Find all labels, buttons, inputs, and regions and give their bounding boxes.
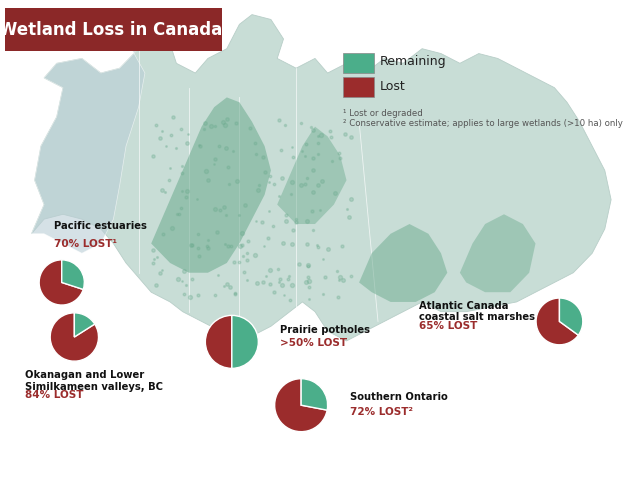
- Text: Atlantic Canada
coastal salt marshes: Atlantic Canada coastal salt marshes: [419, 301, 535, 322]
- Text: 84% LOST: 84% LOST: [25, 391, 84, 400]
- FancyBboxPatch shape: [5, 8, 222, 51]
- Wedge shape: [536, 298, 578, 345]
- Wedge shape: [232, 316, 258, 368]
- Polygon shape: [277, 127, 346, 224]
- Text: Prairie potholes: Prairie potholes: [280, 325, 370, 335]
- FancyBboxPatch shape: [343, 77, 374, 97]
- Wedge shape: [275, 379, 327, 431]
- Text: Pacific estuaries: Pacific estuaries: [54, 222, 146, 231]
- Text: Remaining: Remaining: [380, 56, 447, 68]
- Polygon shape: [32, 39, 145, 253]
- Polygon shape: [359, 224, 447, 302]
- Text: Okanagan and Lower
Similkameen valleys, BC: Okanagan and Lower Similkameen valleys, …: [25, 370, 163, 392]
- Text: Southern Ontario: Southern Ontario: [350, 392, 447, 402]
- Text: >50% LOST: >50% LOST: [280, 338, 348, 348]
- Wedge shape: [205, 316, 232, 368]
- Wedge shape: [559, 298, 583, 335]
- Polygon shape: [32, 15, 611, 341]
- Text: 70% LOST¹: 70% LOST¹: [54, 240, 117, 249]
- Text: ¹ Lost or degraded: ¹ Lost or degraded: [343, 109, 423, 117]
- Text: ² Conservative estimate; applies to large wetlands (>10 ha) only: ² Conservative estimate; applies to larg…: [343, 119, 623, 128]
- Text: Lost: Lost: [380, 80, 406, 93]
- Wedge shape: [39, 260, 83, 305]
- Wedge shape: [50, 313, 98, 361]
- Wedge shape: [74, 313, 94, 337]
- Polygon shape: [151, 97, 271, 273]
- Wedge shape: [301, 379, 328, 410]
- Wedge shape: [62, 260, 84, 289]
- Text: 72% LOST²: 72% LOST²: [350, 407, 413, 416]
- Text: 65% LOST: 65% LOST: [419, 321, 478, 331]
- FancyBboxPatch shape: [343, 53, 374, 73]
- Text: Wetland Loss in Canada: Wetland Loss in Canada: [0, 21, 222, 38]
- Polygon shape: [460, 214, 536, 292]
